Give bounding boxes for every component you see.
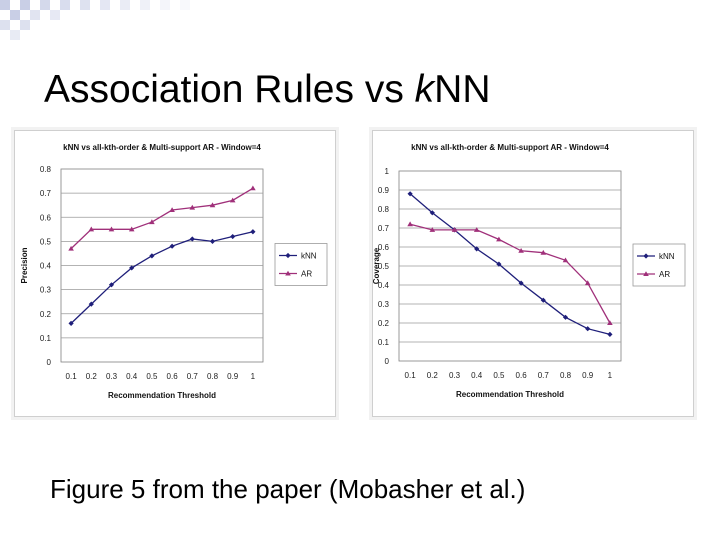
data-point-ar [584, 280, 591, 286]
y-tick-label: 0.1 [40, 334, 52, 343]
y-tick-label: 0 [385, 357, 390, 366]
x-tick-label: 0.9 [227, 372, 239, 381]
x-tick-label: 0.9 [582, 371, 594, 380]
data-point-ar [562, 257, 569, 263]
x-tick-label: 0.1 [405, 371, 417, 380]
title-suffix: NN [434, 68, 491, 111]
x-tick-label: 0.5 [146, 372, 158, 381]
y-axis-label: Coverage [373, 247, 381, 284]
y-tick-label: 0.3 [378, 300, 390, 309]
x-axis-label: Recommendation Threshold [108, 391, 216, 400]
y-tick-label: 0.2 [40, 310, 52, 319]
checkerboard-decoration [0, 0, 190, 40]
title-italic: k [414, 68, 435, 111]
y-tick-label: 0.6 [40, 213, 52, 222]
y-tick-label: 0.7 [378, 224, 390, 233]
data-point-ar [473, 227, 480, 232]
data-point-knn [230, 233, 236, 240]
precision-chart-panel: kNN vs all-kth-order & Multi-support AR … [14, 130, 336, 417]
chart-title: kNN vs all-kth-order & Multi-support AR … [411, 143, 609, 152]
y-tick-label: 0.8 [40, 165, 52, 174]
legend-label-ar: AR [301, 270, 312, 279]
x-axis-label: Recommendation Threshold [456, 390, 564, 399]
x-tick-label: 0.4 [126, 372, 138, 381]
title-prefix: Association Rules vs [44, 68, 415, 111]
legend-marker-knn [285, 252, 291, 259]
legend-label-knn: kNN [659, 252, 675, 261]
data-point-ar [108, 226, 115, 232]
legend-marker-knn [643, 253, 649, 259]
data-point-knn [250, 229, 256, 235]
data-point-ar [209, 202, 216, 208]
data-point-knn [189, 236, 195, 242]
x-tick-label: 0.7 [187, 372, 199, 381]
y-tick-label: 0.3 [40, 286, 52, 295]
x-tick-label: 0.8 [560, 371, 572, 380]
x-tick-label: 0.2 [86, 372, 98, 381]
x-tick-label: 1 [608, 371, 613, 380]
legend-label-knn: kNN [301, 252, 317, 261]
figure-caption: Figure 5 from the paper (Mobasher et al.… [50, 474, 526, 504]
y-tick-label: 0.7 [40, 189, 52, 198]
legend-marker-ar [643, 271, 649, 276]
y-tick-label: 0.9 [378, 186, 390, 195]
x-tick-label: 0.3 [449, 371, 461, 380]
data-point-ar [68, 245, 74, 251]
data-point-ar [407, 221, 413, 227]
legend-box [274, 243, 328, 286]
x-tick-label: 0.3 [106, 372, 118, 381]
x-tick-label: 0.7 [538, 371, 550, 380]
data-point-ar [250, 185, 256, 191]
x-tick-label: 0.5 [493, 371, 505, 380]
y-tick-label: 0.5 [40, 237, 52, 246]
legend-box [632, 243, 686, 287]
data-point-knn [562, 314, 569, 320]
y-tick-label: 0 [47, 358, 52, 367]
series-line-ar [409, 223, 611, 324]
data-point-knn [149, 253, 155, 259]
legend-label-ar: AR [659, 270, 670, 279]
data-point-knn [108, 282, 115, 288]
x-tick-label: 0.2 [427, 371, 439, 380]
y-tick-label: 0.1 [378, 338, 390, 347]
y-tick-label: 0.6 [378, 243, 390, 252]
precision-chart: kNN vs all-kth-order & Multi-support AR … [20, 143, 328, 400]
y-tick-label: 1 [385, 167, 390, 176]
series-line-knn [409, 193, 611, 336]
data-point-ar [229, 197, 236, 203]
data-point-ar [518, 248, 524, 253]
data-point-ar [149, 219, 155, 225]
coverage-chart: kNN vs all-kth-order & Multi-support AR … [373, 143, 686, 399]
data-point-ar [540, 249, 547, 255]
data-point-ar [451, 227, 458, 232]
data-point-ar [169, 207, 175, 213]
data-point-ar [496, 236, 502, 242]
data-point-ar [607, 320, 613, 325]
data-point-knn [209, 238, 216, 244]
data-point-knn [474, 246, 480, 252]
y-axis-label: Precision [20, 247, 29, 283]
x-tick-label: 0.1 [66, 372, 78, 381]
coverage-chart-panel: kNN vs all-kth-order & Multi-support AR … [372, 130, 694, 417]
series-line-ar [70, 187, 254, 250]
series-line-knn [70, 231, 254, 324]
y-tick-label: 0.2 [378, 319, 390, 328]
y-tick-label: 0.8 [378, 205, 390, 214]
data-point-ar [128, 226, 135, 232]
data-point-knn [169, 243, 175, 249]
x-tick-label: 0.6 [516, 371, 528, 380]
slide-title: Association Rules vs kNN [44, 68, 491, 112]
x-tick-label: 0.6 [167, 372, 179, 381]
data-point-ar [88, 226, 95, 232]
data-point-ar [429, 227, 436, 232]
y-tick-label: 0.5 [378, 262, 390, 271]
legend-marker-ar [285, 270, 291, 276]
y-tick-label: 0.4 [378, 281, 390, 290]
y-tick-label: 0.4 [40, 262, 52, 271]
data-point-ar [189, 204, 196, 210]
x-tick-label: 1 [251, 372, 256, 381]
x-tick-label: 0.4 [471, 371, 483, 380]
x-tick-label: 0.8 [207, 372, 219, 381]
chart-title: kNN vs all-kth-order & Multi-support AR … [63, 143, 261, 152]
